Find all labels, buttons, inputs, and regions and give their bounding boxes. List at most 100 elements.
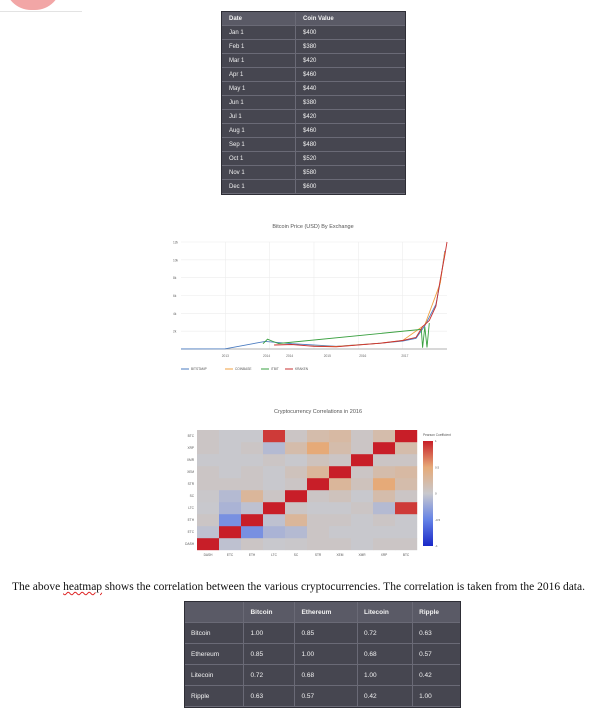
heatmap-cell (219, 466, 242, 479)
table-row: Dec 1 $600 (222, 180, 405, 194)
table-row: Jul 1 $420 (222, 110, 405, 124)
heatmap-cell (197, 430, 220, 443)
column-header: Coin Value (295, 12, 405, 26)
y-tick-label: BTC (188, 434, 195, 438)
table-cell: May 1 (222, 82, 296, 96)
heatmap-cell (351, 478, 374, 491)
table-cell: Bitcoin (185, 623, 244, 644)
heatmap-cell (219, 430, 242, 443)
heatmap-cell (307, 514, 330, 527)
heatmap-cell (197, 502, 220, 515)
table-cell: Litecoin (185, 665, 244, 686)
table-row: Apr 1 $460 (222, 68, 405, 82)
legend-label: ITBIT (271, 367, 279, 371)
heatmap-cell (329, 502, 352, 515)
colorbar-tick-label: -1 (435, 544, 438, 548)
colorbar-tick-label: 0.5 (435, 465, 440, 469)
x-tick-label: DASH (204, 553, 214, 557)
legend-label: COINBASE (235, 367, 251, 371)
heatmap-cell (329, 466, 352, 479)
table-cell: $400 (295, 26, 405, 40)
divider (0, 11, 82, 12)
heatmap-cell (395, 466, 418, 479)
heatmap-cell (373, 442, 396, 455)
x-tick-label: XEM (337, 553, 344, 557)
heatmap-cell (285, 502, 308, 515)
colorbar (423, 441, 433, 546)
heatmap-cell (395, 490, 418, 503)
colorbar-title: Pearson Coefficient (423, 433, 451, 437)
table-header-row: Date Coin Value (222, 12, 405, 26)
x-tick-label: 2014 (263, 354, 270, 358)
series-line-kraken (274, 241, 448, 348)
heatmap-cell (241, 442, 264, 455)
table-cell: 0.85 (294, 623, 357, 644)
table-cell: $460 (295, 68, 405, 82)
heatmap-cell (263, 502, 286, 515)
heatmap-cell (241, 466, 264, 479)
table-row: Mar 1 $420 (222, 54, 405, 68)
heatmap-cell (285, 478, 308, 491)
column-header: Date (222, 12, 296, 26)
heatmap-cell (307, 442, 330, 455)
heatmap-cell (285, 514, 308, 527)
y-tick-label: LTC (188, 506, 194, 510)
table-cell: Apr 1 (222, 68, 296, 82)
table-cell: Ripple (185, 686, 244, 707)
table-row: Ethereum 0.85 1.00 0.68 0.57 (185, 644, 460, 665)
table-cell: $460 (295, 124, 405, 138)
heatmap-cell (285, 538, 308, 551)
colorbar-tick-label: 1 (435, 439, 437, 443)
heatmap-cell (263, 526, 286, 539)
heatmap-cell (285, 442, 308, 455)
heatmap-cell (351, 502, 374, 515)
table-cell: Ethereum (185, 644, 244, 665)
table-cell: Jan 1 (222, 26, 296, 40)
colorbar-tick-label: -0.5 (435, 518, 441, 522)
heatmap-cell (351, 442, 374, 455)
heatmap-cell (395, 502, 418, 515)
heatmap-cell (329, 454, 352, 467)
table-row: Aug 1 $460 (222, 124, 405, 138)
x-tick-label: XMR (358, 553, 366, 557)
heatmap-cell (263, 478, 286, 491)
table-cell: 1.00 (356, 665, 413, 686)
heatmap-cell (241, 538, 264, 551)
y-tick-label: DASH (185, 542, 195, 546)
heatmap-cell (219, 454, 242, 467)
column-header: Bitcoin (243, 602, 295, 623)
table-row: Ripple 0.63 0.57 0.42 1.00 (185, 686, 460, 707)
heatmap-caption: The above heatmap shows the correlation … (12, 581, 612, 593)
x-tick-label: 2017 (401, 354, 408, 358)
table-row: Bitcoin 1.00 0.85 0.72 0.63 (185, 623, 460, 644)
chart-title: Bitcoin Price (USD) By Exchange (272, 224, 353, 230)
heatmap-cell (241, 430, 264, 443)
heatmap-cell (219, 478, 242, 491)
table-cell: 1.00 (294, 644, 357, 665)
table-cell: $420 (295, 110, 405, 124)
heatmap-cell (373, 430, 396, 443)
heatmap-cell (241, 502, 264, 515)
table-cell: 0.57 (412, 644, 460, 665)
caption-misspelled-word: heatmap (63, 581, 103, 593)
heatmap-cell (197, 454, 220, 467)
table-row: Jun 1 $380 (222, 96, 405, 110)
table-cell: 0.63 (412, 623, 460, 644)
table-cell: 0.63 (243, 686, 295, 707)
table-cell: 0.85 (243, 644, 295, 665)
y-tick-label: 6k (173, 294, 177, 298)
table-cell: 0.42 (412, 665, 460, 686)
series-line-bitstamp (180, 250, 446, 350)
heatmap-cell (351, 430, 374, 443)
y-tick-label: 4k (173, 312, 177, 316)
x-tick-label: ETC (227, 553, 234, 557)
heatmap-cell (351, 526, 374, 539)
x-tick-label: STR (315, 553, 322, 557)
heatmap-cell (351, 454, 374, 467)
heatmap-cell (351, 466, 374, 479)
heatmap-cell (329, 490, 352, 503)
heatmap-cell (197, 466, 220, 479)
x-tick-label: SC (294, 553, 299, 557)
table-cell: Sep 1 (222, 138, 296, 152)
heatmap-cell (285, 490, 308, 503)
